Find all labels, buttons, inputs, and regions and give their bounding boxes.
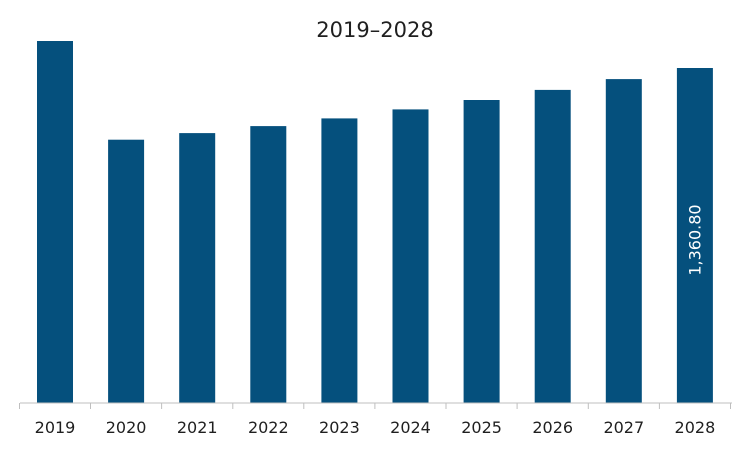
x-tick-label-2022: 2022 [248,418,289,437]
x-tick-label-2024: 2024 [390,418,431,437]
x-tick-label-2021: 2021 [177,418,218,437]
bar-2020 [108,139,145,403]
bar-2021 [179,133,216,403]
bar-2028 [676,68,713,403]
x-tick-label-2023: 2023 [319,418,360,437]
bar-2026 [534,89,571,404]
chart-title: 2019–2028 [316,18,434,42]
bar-2022 [250,126,287,403]
bar-2025 [463,100,500,403]
x-tick-label-2027: 2027 [603,418,644,437]
x-tick-label-2025: 2025 [461,418,502,437]
bar-2024 [392,109,429,404]
x-tick-label-2019: 2019 [35,418,76,437]
bar-2023 [321,118,358,404]
bar-2027 [605,79,642,403]
x-tick-label-2020: 2020 [106,418,147,437]
x-tick-label-2028: 2028 [675,418,716,437]
x-tick-label-2026: 2026 [532,418,573,437]
bar-2019 [37,41,73,403]
data-label-2028: 1,360.80 [685,204,704,275]
